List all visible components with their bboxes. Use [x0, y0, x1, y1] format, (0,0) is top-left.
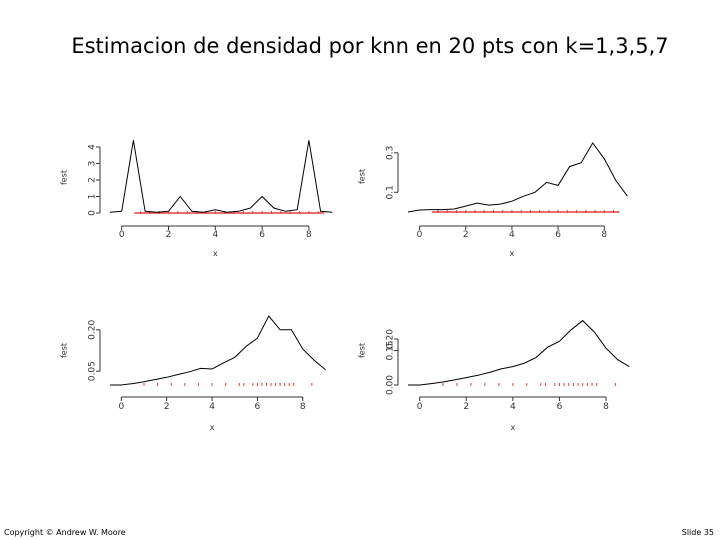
- x-axis-label: x: [210, 423, 215, 432]
- y-tick-label: 0.20: [386, 329, 396, 349]
- x-tick-label: 4: [212, 230, 218, 240]
- density-curve: [407, 142, 628, 213]
- y-tick-label: 0.20: [88, 320, 98, 340]
- y-tick-label: 3: [88, 161, 98, 167]
- y-axis-label: fest: [358, 343, 367, 358]
- y-tick-label: 4: [88, 144, 98, 150]
- density-plot-k5: 0 2 4 6 8 x 0.05 0.20 fest: [60, 315, 326, 432]
- y-axis-label: fest: [60, 170, 69, 185]
- x-tick-label: 0: [118, 402, 124, 412]
- y-axis-label: fest: [60, 343, 69, 358]
- x-tick-label: 6: [259, 230, 265, 240]
- x-tick-label: 8: [601, 230, 607, 240]
- x-tick-label: 8: [306, 230, 312, 240]
- y-axis-label: fest: [358, 169, 367, 184]
- copyright-footer: Copyright © Andrew W. Moore: [4, 528, 126, 537]
- x-axis-label: x: [510, 423, 515, 432]
- y-tick-label: 0.3: [386, 146, 396, 160]
- y-tick-label: 0.1: [386, 185, 396, 199]
- y-tick-label: 0: [88, 210, 98, 216]
- x-tick-label: 2: [463, 402, 469, 412]
- x-tick-label: 2: [166, 230, 172, 240]
- x-tick-label: 2: [463, 230, 469, 240]
- y-tick-label: 1: [88, 194, 98, 200]
- density-curve: [408, 319, 630, 386]
- x-tick-label: 4: [509, 230, 515, 240]
- density-plot-k3: 0 2 4 6 8 x 0.1 0.3 fest: [358, 142, 628, 258]
- slide-title: Estimacion de densidad por knn en 20 pts…: [71, 34, 669, 58]
- density-plot-k7: 0 2 4 6 8 x 0.00 0.150.20 fest: [358, 319, 630, 432]
- density-curve: [110, 315, 326, 386]
- x-axis-label: x: [510, 249, 515, 258]
- density-plot-k1: 0 2 4 6 8 x 0 1 2 3 4 fest: [60, 140, 333, 258]
- x-tick-label: 0: [417, 230, 423, 240]
- slide-number: Slide 35: [681, 528, 714, 537]
- y-tick-label: 2: [88, 177, 98, 183]
- x-tick-label: 4: [510, 402, 516, 412]
- x-tick-label: 8: [603, 402, 609, 412]
- x-tick-label: 8: [300, 402, 306, 412]
- x-tick-label: 2: [164, 402, 170, 412]
- x-tick-label: 0: [119, 230, 125, 240]
- x-tick-label: 0: [417, 402, 423, 412]
- y-tick-label: 0.00: [386, 375, 396, 395]
- y-tick-label: 0.15: [386, 340, 396, 360]
- x-tick-label: 6: [557, 402, 563, 412]
- density-curve: [109, 140, 333, 213]
- x-tick-label: 4: [209, 402, 215, 412]
- x-tick-label: 6: [255, 402, 261, 412]
- x-axis-label: x: [213, 249, 218, 258]
- x-tick-label: 6: [555, 230, 561, 240]
- y-tick-label: 0.05: [88, 361, 98, 381]
